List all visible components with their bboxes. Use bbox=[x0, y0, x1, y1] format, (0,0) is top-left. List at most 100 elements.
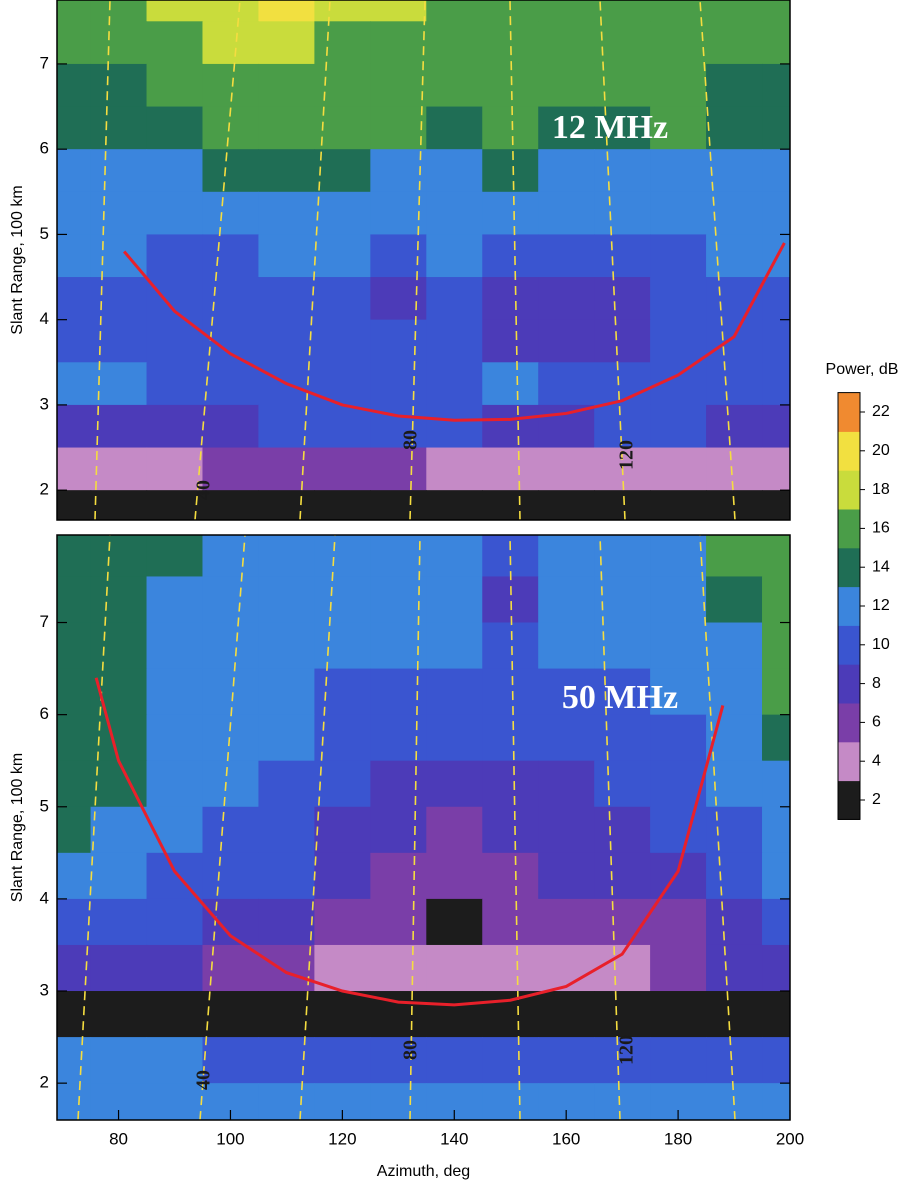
contour-cell bbox=[202, 319, 260, 363]
contour-cell bbox=[482, 490, 539, 520]
contour-cell bbox=[706, 852, 763, 900]
contour-cell bbox=[146, 0, 204, 22]
contour-cell bbox=[57, 63, 92, 108]
contour-cell bbox=[90, 277, 148, 321]
contour-cell bbox=[314, 1083, 371, 1120]
contour-cell bbox=[314, 0, 371, 22]
contour-cell bbox=[426, 898, 483, 946]
contour-cell bbox=[538, 490, 595, 520]
contour-cell bbox=[90, 319, 148, 363]
contour-cell bbox=[258, 0, 315, 22]
contour-cell bbox=[426, 576, 483, 624]
beam-line bbox=[509, 535, 521, 1120]
contour-cell bbox=[762, 191, 790, 236]
contour-cell bbox=[258, 944, 315, 992]
contour-cell bbox=[258, 576, 315, 624]
contour-cell bbox=[538, 760, 595, 808]
beam-label: 120 bbox=[616, 1035, 638, 1065]
contour-cell bbox=[90, 234, 148, 278]
contour-cell bbox=[482, 319, 539, 363]
contour-cell bbox=[538, 1083, 595, 1120]
y-tick-label: 3 bbox=[40, 394, 49, 413]
contour-cell bbox=[202, 991, 260, 1038]
contour-cell bbox=[706, 898, 763, 946]
contour-cell bbox=[762, 991, 790, 1038]
contour-cell bbox=[650, 576, 707, 624]
x-tick-label: 120 bbox=[328, 1129, 356, 1148]
contour-cell bbox=[57, 852, 92, 900]
contour-cell bbox=[426, 404, 483, 449]
contour-cell bbox=[314, 760, 371, 808]
contour-cell bbox=[202, 1037, 260, 1084]
contour-cell bbox=[57, 576, 92, 624]
contour-cell bbox=[202, 760, 260, 808]
contour-cell bbox=[426, 535, 483, 578]
contour-cell bbox=[482, 0, 539, 22]
contour-cell bbox=[594, 576, 651, 624]
contour-cell bbox=[594, 490, 651, 520]
contour-cell bbox=[762, 1083, 790, 1120]
colorbar-frame bbox=[837, 392, 861, 820]
contour-cell bbox=[538, 21, 595, 65]
contour-cell bbox=[57, 447, 92, 491]
contour-cell bbox=[314, 576, 371, 624]
contour-cell bbox=[426, 0, 483, 22]
contour-cell bbox=[90, 991, 148, 1038]
contour-cell bbox=[146, 714, 204, 762]
contour-cell bbox=[538, 447, 595, 491]
colorbar-tick-label: 14 bbox=[872, 558, 890, 575]
colorbar-title: Power, dB bbox=[826, 361, 899, 378]
plot-frame bbox=[56, 534, 791, 1121]
contour-cell bbox=[258, 852, 315, 900]
contour-cell bbox=[538, 898, 595, 946]
contour-cell bbox=[370, 234, 427, 278]
contour-cell bbox=[426, 362, 483, 406]
contour-cell bbox=[314, 668, 371, 716]
contour-cell bbox=[314, 898, 371, 946]
y-tick-label: 6 bbox=[40, 704, 49, 723]
contour-cell bbox=[370, 760, 427, 808]
contour-cell bbox=[650, 191, 707, 236]
colorbar-tick-label: 4 bbox=[872, 752, 881, 769]
y-axis-label: Slant Range, 100 km bbox=[9, 753, 26, 902]
contour-cell bbox=[594, 106, 651, 150]
contour-cell bbox=[650, 149, 707, 193]
contour-cell bbox=[482, 21, 539, 65]
contour-cell bbox=[57, 362, 92, 406]
contour-cell bbox=[146, 149, 204, 193]
colorbar-tick-label: 2 bbox=[872, 791, 881, 808]
contour-cell bbox=[57, 991, 92, 1038]
contour-cell bbox=[706, 622, 763, 670]
contour-cell bbox=[594, 852, 651, 900]
contour-cell bbox=[258, 714, 315, 762]
contour-cell bbox=[258, 106, 315, 150]
contour-cell bbox=[650, 1083, 707, 1120]
contour-cell bbox=[538, 234, 595, 278]
contour-cell bbox=[538, 106, 595, 150]
contour-cell bbox=[258, 21, 315, 65]
colorbar-swatch bbox=[838, 586, 860, 626]
contour-cell bbox=[538, 319, 595, 363]
contour-cell bbox=[258, 1037, 315, 1084]
plot-frame bbox=[56, 0, 791, 521]
beam-line bbox=[94, 0, 111, 520]
contour-cell bbox=[146, 447, 204, 491]
contour-cell bbox=[594, 404, 651, 449]
y-tick-label: 7 bbox=[40, 53, 49, 72]
contour-cell bbox=[90, 404, 148, 449]
contour-cell bbox=[314, 191, 371, 236]
contour-cell bbox=[650, 404, 707, 449]
contour-cell bbox=[762, 760, 790, 808]
contour-cell bbox=[650, 234, 707, 278]
contour-cell bbox=[57, 622, 92, 670]
colorbar-swatch bbox=[838, 431, 860, 471]
contour-cell bbox=[314, 447, 371, 491]
colorbar-tick-label: 8 bbox=[872, 675, 881, 692]
contour-cell bbox=[258, 898, 315, 946]
contour-cell bbox=[650, 106, 707, 150]
colorbar-tick-label: 10 bbox=[872, 636, 890, 653]
y-tick-label: 2 bbox=[40, 480, 49, 499]
contour-cell bbox=[538, 362, 595, 406]
contour-cell bbox=[706, 362, 763, 406]
